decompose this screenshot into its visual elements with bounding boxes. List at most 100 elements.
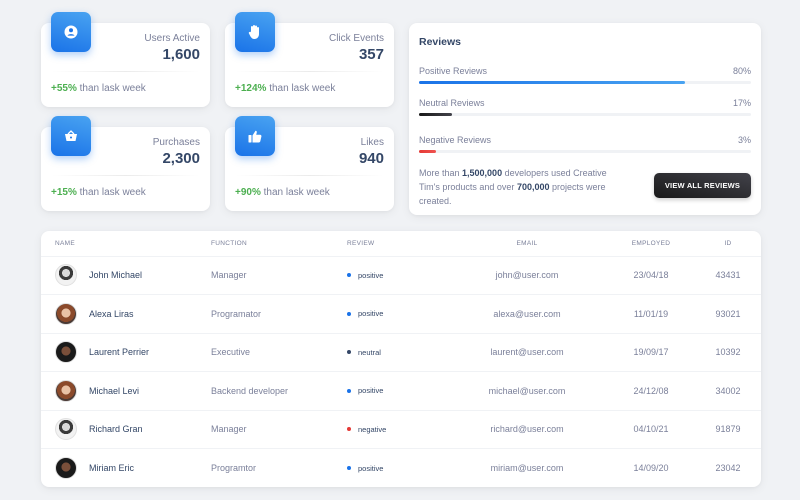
user-function: Programator [211, 294, 347, 334]
stat-change: +124% [235, 83, 267, 94]
stat-value: 2,300 [162, 150, 200, 167]
review-badge: positive [347, 309, 447, 318]
note-text: More than [419, 168, 463, 178]
stat-card-click-events: Click Events 357 +124% than lask week [225, 12, 394, 107]
stat-label: Purchases [152, 137, 200, 148]
stat-footer: +90% than lask week [235, 187, 330, 198]
review-percent: 3% [737, 135, 751, 145]
stat-change: +15% [51, 187, 77, 198]
column-header-id[interactable]: ID [695, 231, 761, 257]
note-developers-count: 1,500,000 [462, 168, 503, 178]
user-employed-date: 14/09/20 [633, 463, 669, 473]
table-row[interactable]: Michael Levi Backend developer positive … [41, 371, 761, 411]
review-status: positive [358, 309, 384, 319]
stat-change-suffix: than lask week [76, 187, 146, 198]
divider [235, 71, 384, 72]
review-label: Negative Reviews [419, 135, 492, 145]
avatar [55, 302, 77, 325]
review-label: Neutral Reviews [419, 98, 485, 108]
user-employed-date: 11/01/19 [607, 294, 695, 334]
status-dot-icon [347, 427, 351, 432]
user-email: alexa@user.com [447, 294, 607, 334]
column-header-review[interactable]: Review [347, 231, 447, 257]
review-status: positive [358, 386, 384, 396]
column-header-function[interactable]: Function [211, 231, 347, 257]
stat-value: 940 [358, 150, 384, 167]
thumbs-up-icon [235, 116, 275, 156]
user-function: Manager [211, 410, 347, 449]
status-dot-icon [347, 388, 351, 393]
stat-card-likes: Likes 940 +90% than lask week [225, 116, 394, 211]
avatar [55, 457, 77, 479]
reviews-title: Reviews [419, 36, 462, 48]
table-row[interactable]: Miriam Eric Programtor positive miriam@u… [41, 449, 761, 488]
table-row[interactable]: Alexa Liras Programator positive alexa@u… [41, 294, 761, 334]
status-dot-icon [347, 311, 351, 316]
note-projects-count: 700,000 [516, 182, 550, 192]
user-id: 93021 [695, 294, 761, 334]
user-id: 43431 [695, 256, 761, 295]
stat-change: +90% [235, 187, 261, 198]
stat-value: 357 [358, 46, 384, 63]
user-icon [51, 12, 91, 52]
divider [51, 175, 200, 176]
user-name: Miriam Eric [89, 463, 134, 473]
user-email: richard@user.com [447, 410, 607, 449]
note-text: developers used Creative Tim's products … [419, 168, 607, 192]
user-function: Manager [211, 256, 347, 295]
column-header-name[interactable]: Name [41, 231, 211, 257]
avatar [55, 264, 77, 287]
user-id: 23042 [715, 463, 741, 473]
status-dot-icon [347, 350, 351, 355]
user-function: Executive [211, 333, 347, 372]
table-row[interactable]: Laurent Perrier Executive neutral lauren… [41, 333, 761, 372]
status-dot-icon [347, 466, 351, 470]
avatar [55, 379, 77, 402]
user-name: Richard Gran [89, 424, 143, 435]
avatar [55, 418, 77, 441]
review-status: positive [358, 270, 384, 280]
stat-footer: +124% than lask week [235, 83, 335, 94]
user-name: Alexa Liras [89, 308, 134, 319]
stat-change-suffix: than lask week [76, 83, 146, 94]
review-status: negative [358, 424, 387, 434]
table-row[interactable]: John Michael Manager positive john@user.… [41, 256, 761, 295]
user-id: 91879 [695, 410, 761, 449]
progress-fill-neutral [419, 113, 453, 116]
user-function: Backend developer [211, 371, 347, 411]
user-email: michael@user.com [447, 371, 607, 411]
review-badge: negative [347, 425, 447, 434]
review-badge: positive [347, 464, 447, 473]
stat-card-users-active: Users Active 1,600 +55% than lask week [41, 12, 210, 107]
user-employed-date: 24/12/08 [607, 371, 695, 411]
reviews-note: More than 1,500,000 developers used Crea… [419, 166, 614, 208]
hand-icon [235, 12, 275, 52]
review-badge: neutral [347, 348, 447, 357]
table-row[interactable]: Richard Gran Manager negative richard@us… [41, 410, 761, 449]
users-table: Name Function Review Email Employed ID J… [41, 231, 761, 487]
column-header-employed[interactable]: Employed [607, 231, 695, 257]
stat-change-suffix: than lask week [266, 83, 336, 94]
review-status: positive [358, 463, 384, 473]
view-all-reviews-button[interactable]: VIEW ALL REVIEWS [654, 173, 751, 198]
user-name: John Michael [89, 270, 143, 281]
avatar [55, 341, 77, 364]
progress-fill-negative [419, 150, 436, 153]
user-name: Michael Levi [89, 385, 140, 396]
stat-label: Users Active [144, 33, 200, 44]
divider [235, 175, 384, 176]
review-badge: positive [347, 271, 447, 280]
review-percent: 80% [732, 66, 751, 76]
divider [51, 71, 200, 72]
review-percent: 17% [732, 98, 751, 108]
column-header-email[interactable]: Email [447, 231, 607, 257]
table-header-row: Name Function Review Email Employed ID [41, 231, 761, 257]
stat-label: Likes [360, 137, 384, 148]
user-name: Laurent Perrier [89, 347, 150, 358]
review-label: Positive Reviews [419, 66, 488, 76]
stat-footer: +55% than lask week [51, 83, 146, 94]
status-dot-icon [347, 273, 351, 278]
progress-track [419, 113, 751, 116]
stat-card-purchases: Purchases 2,300 +15% than lask week [41, 116, 210, 211]
users-table-card: Name Function Review Email Employed ID J… [41, 231, 761, 487]
